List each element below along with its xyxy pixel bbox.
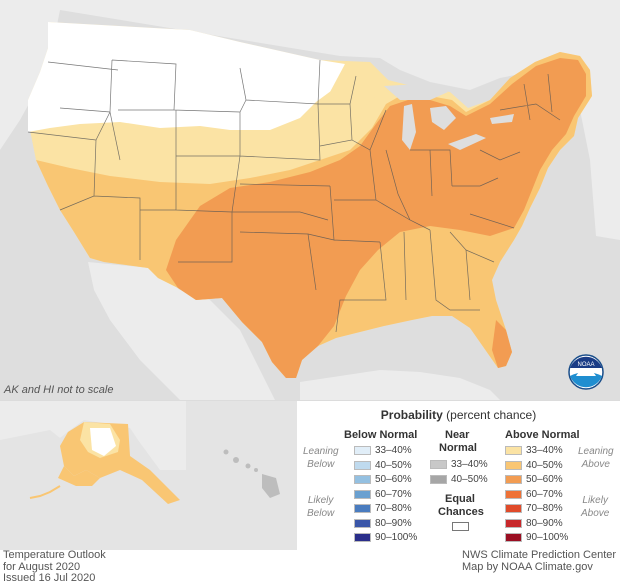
yucatan-land xyxy=(300,370,500,400)
likely-above-line-1: Likely xyxy=(582,495,608,506)
below-normal-swatch xyxy=(354,504,371,513)
above-normal-swatch xyxy=(505,518,522,528)
leaning-below-line-2: Below xyxy=(307,459,335,470)
above-normal-header: Above Normal xyxy=(505,429,580,441)
likely-above-line-2: Above xyxy=(581,508,610,519)
below-normal-label: 33–40% xyxy=(375,445,412,456)
lake-huron xyxy=(430,106,456,130)
below-normal-header: Below Normal xyxy=(344,429,418,441)
above-normal-swatch xyxy=(505,489,522,499)
likely-below-label: Likely Below xyxy=(307,494,334,520)
footer-period: for August 2020 xyxy=(3,560,81,573)
above-normal-label: 33–40% xyxy=(526,445,563,456)
florida-50-60 xyxy=(492,320,512,368)
footer-background xyxy=(0,550,620,585)
below-normal-swatch xyxy=(354,446,371,455)
aleutian-islands xyxy=(29,485,61,499)
above-normal-swatch xyxy=(505,533,522,542)
alaska-equal-chances xyxy=(90,428,116,456)
equal-chances-swatch xyxy=(452,522,469,531)
below-normal-label: 80–90% xyxy=(375,517,412,529)
leaning-above-line-1: Leaning xyxy=(578,446,614,457)
above-normal-label: 80–90% xyxy=(526,517,563,529)
above-normal-label: 40–50% xyxy=(526,459,563,471)
above-normal-label: 70–80% xyxy=(526,503,563,514)
noaa-logo: NOAA xyxy=(568,354,604,390)
footer-credit: Map by NOAA Climate.gov xyxy=(462,560,593,573)
below-normal-label: 90–100% xyxy=(375,532,418,543)
below-normal-swatch xyxy=(354,475,371,484)
legend-title-bold: Probability xyxy=(380,408,443,422)
above-normal-label: 60–70% xyxy=(526,488,563,500)
lake-superior xyxy=(384,84,448,100)
noaa-logo-text: NOAA xyxy=(577,362,594,368)
footer-product: Temperature Outlook xyxy=(3,549,106,561)
near-normal-label: 33–40% xyxy=(451,459,488,470)
leaning-above-label: Leaning Above xyxy=(578,445,614,471)
near-normal-label: 40–50% xyxy=(451,473,488,485)
below-normal-swatch xyxy=(354,489,371,499)
footer-source: NWS Climate Prediction Center xyxy=(462,549,617,561)
near-normal-header-1: Near xyxy=(445,429,470,441)
state-boundaries xyxy=(27,59,561,333)
likely-below-line-2: Below xyxy=(307,508,335,519)
footer-issued: Issued 16 Jul 2020 xyxy=(3,572,96,584)
equal-chances-line-2: Chances xyxy=(438,506,484,518)
footer-right: NWS Climate Prediction Center Map by NOA… xyxy=(462,549,617,573)
likely-above-label: Likely Above xyxy=(581,494,609,520)
equal-chances-line-1: Equal xyxy=(445,493,475,505)
below-normal-label: 70–80% xyxy=(375,503,412,514)
above-normal-swatch xyxy=(505,504,522,513)
legend-title: Probability (percent chance) xyxy=(297,408,620,422)
below-normal-label: 50–60% xyxy=(375,474,412,485)
likely-below-line-1: Likely xyxy=(307,495,334,506)
below-normal-swatch xyxy=(354,460,371,470)
scale-note: AK and HI not to scale xyxy=(4,384,114,396)
lake-erie xyxy=(448,134,486,150)
below-normal-label: 40–50% xyxy=(375,459,412,471)
above-normal-swatch xyxy=(505,460,522,470)
above-normal-swatch xyxy=(505,446,522,455)
leaning-below-label: Leaning Below xyxy=(303,445,339,471)
hawaii-islands xyxy=(223,449,280,498)
hawaii-inset-background xyxy=(186,401,297,550)
equal-chances-northwest xyxy=(28,22,345,132)
mexico-land xyxy=(88,262,275,400)
footer-left: Temperature Outlook for August 2020 Issu… xyxy=(3,549,106,585)
alaska-inset-canada xyxy=(0,401,186,470)
probability-legend: Probability (percent chance) Below Norma… xyxy=(297,401,620,550)
below-normal-label: 60–70% xyxy=(375,488,412,500)
canada-land xyxy=(0,0,620,240)
above-normal-label: 50–60% xyxy=(526,474,563,485)
leaning-below-line-1: Leaning xyxy=(303,446,339,457)
leaning-above-line-2: Above xyxy=(581,459,610,470)
below-normal-swatch xyxy=(354,518,371,528)
alaska-southwest xyxy=(58,466,100,486)
near-normal-swatch xyxy=(430,460,447,469)
above-normal-swatch xyxy=(505,475,522,484)
near-normal-swatch xyxy=(430,474,447,484)
near-normal-header-2: Normal xyxy=(439,442,477,454)
above-normal-label: 90–100% xyxy=(526,532,569,543)
lake-michigan xyxy=(402,104,416,150)
legend-title-rest: (percent chance) xyxy=(442,408,537,422)
lake-ontario xyxy=(490,114,514,124)
below-normal-swatch xyxy=(354,533,371,542)
